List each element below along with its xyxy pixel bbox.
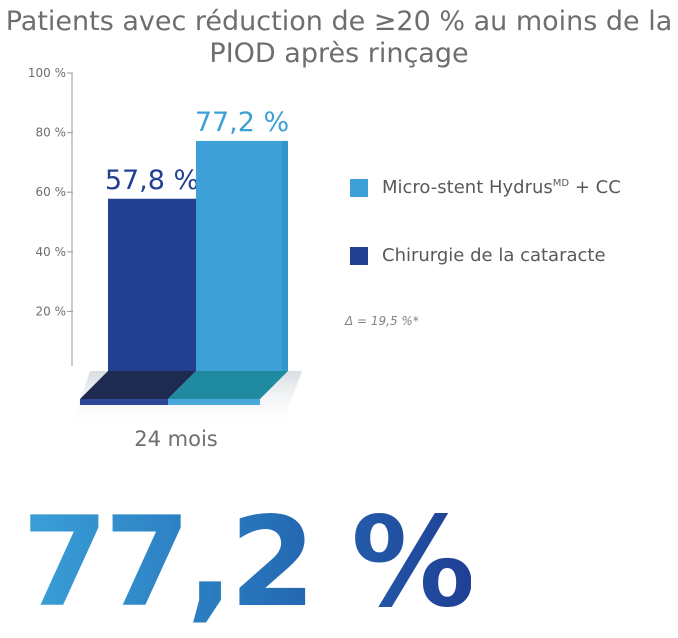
- legend-swatch-hydrus: [350, 178, 368, 197]
- y-tick-label: 80 %: [36, 126, 67, 140]
- bar-edge-hydrus: [282, 140, 288, 371]
- bar-chart: 100 % 80 % 60 % 40 % 20 % 57,8 % 77,2 % 24 mois: [28, 66, 302, 451]
- y-tick-label: 60 %: [36, 185, 67, 199]
- y-tick-label: 100 %: [28, 66, 66, 80]
- data-label-hydrus: 77,2 %: [195, 107, 289, 138]
- bar-hydrus: [196, 140, 288, 371]
- x-category-label: 24 mois: [134, 427, 217, 451]
- y-tick-label: 20 %: [36, 304, 67, 318]
- bar-cataract: [108, 198, 196, 371]
- legend-swatch-cataract: [350, 246, 368, 265]
- delta-annotation: Δ = 19,5 %*: [345, 314, 419, 328]
- data-label-cataract: 57,8 %: [105, 165, 199, 196]
- bar-base-front-hydrus: [168, 399, 260, 405]
- legend-item-cataract: Chirurgie de la cataracte: [350, 245, 606, 266]
- y-tick-label: 40 %: [36, 245, 67, 259]
- bar-base-cataract: [80, 371, 196, 399]
- bar-base-hydrus: [168, 371, 288, 399]
- legend-label-hydrus: Micro-stent HydrusMD + CC: [382, 177, 621, 198]
- legend-item-hydrus: Micro-stent HydrusMD + CC: [350, 177, 621, 198]
- chart-title: Patients avec réduction de ≥20 % au moin…: [5, 6, 673, 69]
- highlight-value: 77,2 %: [22, 488, 475, 638]
- bar-base-front-cataract: [80, 399, 168, 405]
- legend-label-cataract: Chirurgie de la cataracte: [382, 245, 606, 266]
